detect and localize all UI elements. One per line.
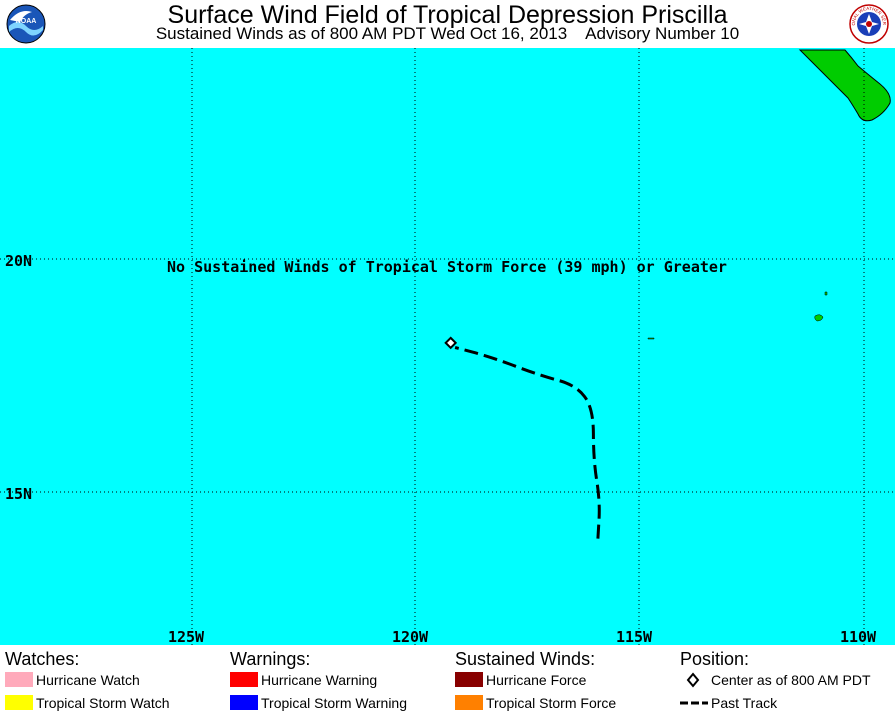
tropical-storm-warning-swatch [230,695,258,710]
tropical-storm-watch-label: Tropical Storm Watch [36,695,170,711]
hurricane-watch-label: Hurricane Watch [36,672,140,688]
legend-watches-heading: Watches: [5,649,80,669]
hurricane-force-swatch [455,672,483,687]
map-subtitle: Sustained Winds as of 800 AM PDT Wed Oct… [155,24,740,43]
legend-warnings-heading: Warnings: [230,649,311,669]
dashed-line-icon [680,701,708,705]
tropical-storm-warning-label: Tropical Storm Warning [261,695,408,711]
hurricane-warning-label: Hurricane Warning [261,672,378,688]
noaa-logo-text: NOAA [16,18,37,25]
tropical-storm-force-label: Tropical Storm Force [486,695,617,711]
hurricane-warning-swatch [230,672,258,687]
wind-status-message: No Sustained Winds of Tropical Storm For… [167,258,727,276]
legend-position-heading: Position: [680,649,750,669]
hurricane-watch-swatch [5,672,33,687]
lon-label-125w: 125W [168,628,205,645]
island-land [814,314,824,322]
map-panel: 20N 15N 125W 120W 115W 110W No Sustained… [0,48,895,645]
hurricane-force-label: Hurricane Force [486,672,587,688]
legend: Watches: Hurricane Watch Tropical Storm … [0,645,895,716]
lat-label-15n: 15N [5,485,32,503]
nws-logo-icon: NATIONAL WEATHER SERVICE [849,4,889,44]
map-title: Surface Wind Field of Tropical Depressio… [167,1,728,29]
lon-label-120w: 120W [392,628,429,645]
storm-center-marker [444,336,458,350]
noaa-logo-icon: NOAA [6,4,46,44]
past-track-line [454,346,601,539]
header: NOAA Surface Wind Field of Tropical Depr… [0,0,895,48]
past-track-label: Past Track [711,695,778,711]
lat-label-20n: 20N [5,252,32,270]
tropical-storm-force-swatch [455,695,483,710]
legend-winds-heading: Sustained Winds: [455,649,596,669]
ocean-area [0,48,895,645]
island-land [824,291,828,296]
center-position-label: Center as of 800 AM PDT [711,672,871,688]
lon-label-110w: 110W [840,628,877,645]
tropical-storm-watch-swatch [5,695,33,710]
diamond-icon [686,672,700,688]
island-land [647,337,655,340]
lon-label-115w: 115W [616,628,653,645]
